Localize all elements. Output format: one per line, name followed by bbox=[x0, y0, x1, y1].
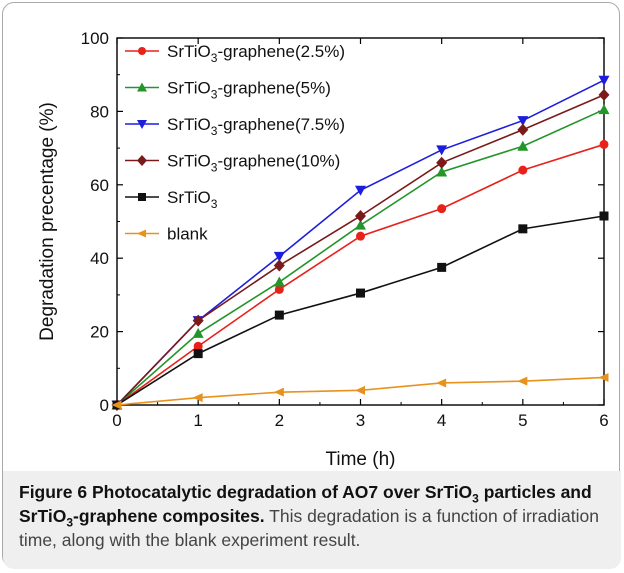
data-point bbox=[137, 120, 147, 129]
x-tick-label: 6 bbox=[599, 411, 608, 430]
data-point bbox=[273, 387, 284, 397]
legend-entry: blank bbox=[125, 225, 208, 244]
y-tick-label: 40 bbox=[90, 249, 109, 268]
data-point bbox=[598, 75, 610, 86]
data-point bbox=[356, 231, 365, 241]
data-point bbox=[517, 123, 529, 136]
data-point bbox=[273, 276, 285, 287]
data-point bbox=[437, 262, 447, 272]
x-tick-label: 1 bbox=[193, 411, 202, 430]
data-point bbox=[436, 378, 447, 388]
data-point bbox=[274, 310, 284, 320]
legend-label: SrTiO3 bbox=[167, 188, 218, 211]
series-6 bbox=[111, 372, 609, 410]
data-point bbox=[436, 145, 448, 156]
data-point bbox=[598, 372, 609, 382]
figure-caption: Figure 6 Photocatalytic degradation of A… bbox=[3, 471, 621, 569]
series-4 bbox=[111, 88, 610, 411]
legend-label: SrTiO3-graphene(10%) bbox=[167, 152, 340, 175]
data-point bbox=[436, 156, 448, 169]
data-point bbox=[111, 400, 122, 410]
series-line bbox=[116, 215, 605, 406]
data-point bbox=[355, 219, 366, 230]
data-point bbox=[193, 349, 203, 359]
y-tick-label: 20 bbox=[90, 323, 109, 342]
y-tick-label: 100 bbox=[81, 29, 109, 48]
data-point bbox=[355, 385, 365, 395]
caption-body: This degradation is a function of irradi… bbox=[19, 506, 599, 550]
data-point bbox=[517, 116, 529, 127]
legend-entry: SrTiO3-graphene(7.5%) bbox=[125, 115, 345, 138]
data-point bbox=[598, 88, 610, 101]
data-point bbox=[137, 155, 147, 166]
series-2 bbox=[111, 104, 610, 410]
data-point bbox=[192, 314, 204, 327]
x-tick-label: 4 bbox=[437, 411, 446, 430]
data-point bbox=[274, 284, 284, 294]
data-point bbox=[355, 185, 366, 196]
data-point bbox=[137, 82, 147, 92]
data-point bbox=[193, 341, 203, 351]
data-point bbox=[356, 288, 365, 298]
data-point bbox=[518, 224, 528, 234]
y-tick-label: 0 bbox=[100, 396, 109, 415]
data-point bbox=[517, 376, 528, 386]
x-tick-label: 3 bbox=[356, 411, 365, 430]
series-line bbox=[116, 143, 605, 406]
data-point bbox=[436, 166, 448, 177]
data-point bbox=[192, 393, 203, 403]
data-point bbox=[273, 259, 285, 272]
data-point bbox=[437, 204, 447, 214]
caption-title: Photocatalytic degradation of AO7 over S… bbox=[19, 482, 592, 530]
y-axis-label: Degradation precentage (%) bbox=[37, 102, 58, 341]
legend-entry: SrTiO3-graphene(10%) bbox=[125, 152, 340, 175]
legend-entry: SrTiO3-graphene(2.5%) bbox=[125, 42, 345, 65]
data-point bbox=[599, 139, 609, 149]
data-point bbox=[517, 140, 529, 151]
caption-figure-label: Figure 6 bbox=[19, 482, 88, 502]
data-point bbox=[137, 229, 146, 238]
data-point bbox=[599, 211, 609, 221]
data-point bbox=[355, 209, 366, 222]
legend-label: SrTiO3-graphene(5%) bbox=[167, 79, 331, 102]
x-axis-label: Time (h) bbox=[325, 449, 395, 470]
legend-label: SrTiO3-graphene(2.5%) bbox=[167, 42, 345, 65]
y-tick-label: 80 bbox=[90, 102, 109, 121]
y-tick-label: 60 bbox=[90, 176, 109, 195]
x-tick-label: 2 bbox=[275, 411, 284, 430]
data-point bbox=[138, 47, 146, 55]
data-point bbox=[598, 104, 610, 115]
x-tick-label: 0 bbox=[112, 411, 121, 430]
data-point bbox=[518, 165, 528, 175]
legend-entry: SrTiO3-graphene(5%) bbox=[125, 79, 331, 102]
data-point bbox=[192, 327, 204, 338]
data-point bbox=[273, 251, 285, 262]
data-point bbox=[138, 193, 146, 201]
legend-label: blank bbox=[167, 225, 208, 244]
legend-label: SrTiO3-graphene(7.5%) bbox=[167, 115, 345, 138]
series-1 bbox=[112, 139, 609, 410]
x-tick-label: 5 bbox=[518, 411, 527, 430]
legend-entry: SrTiO3 bbox=[125, 188, 218, 211]
